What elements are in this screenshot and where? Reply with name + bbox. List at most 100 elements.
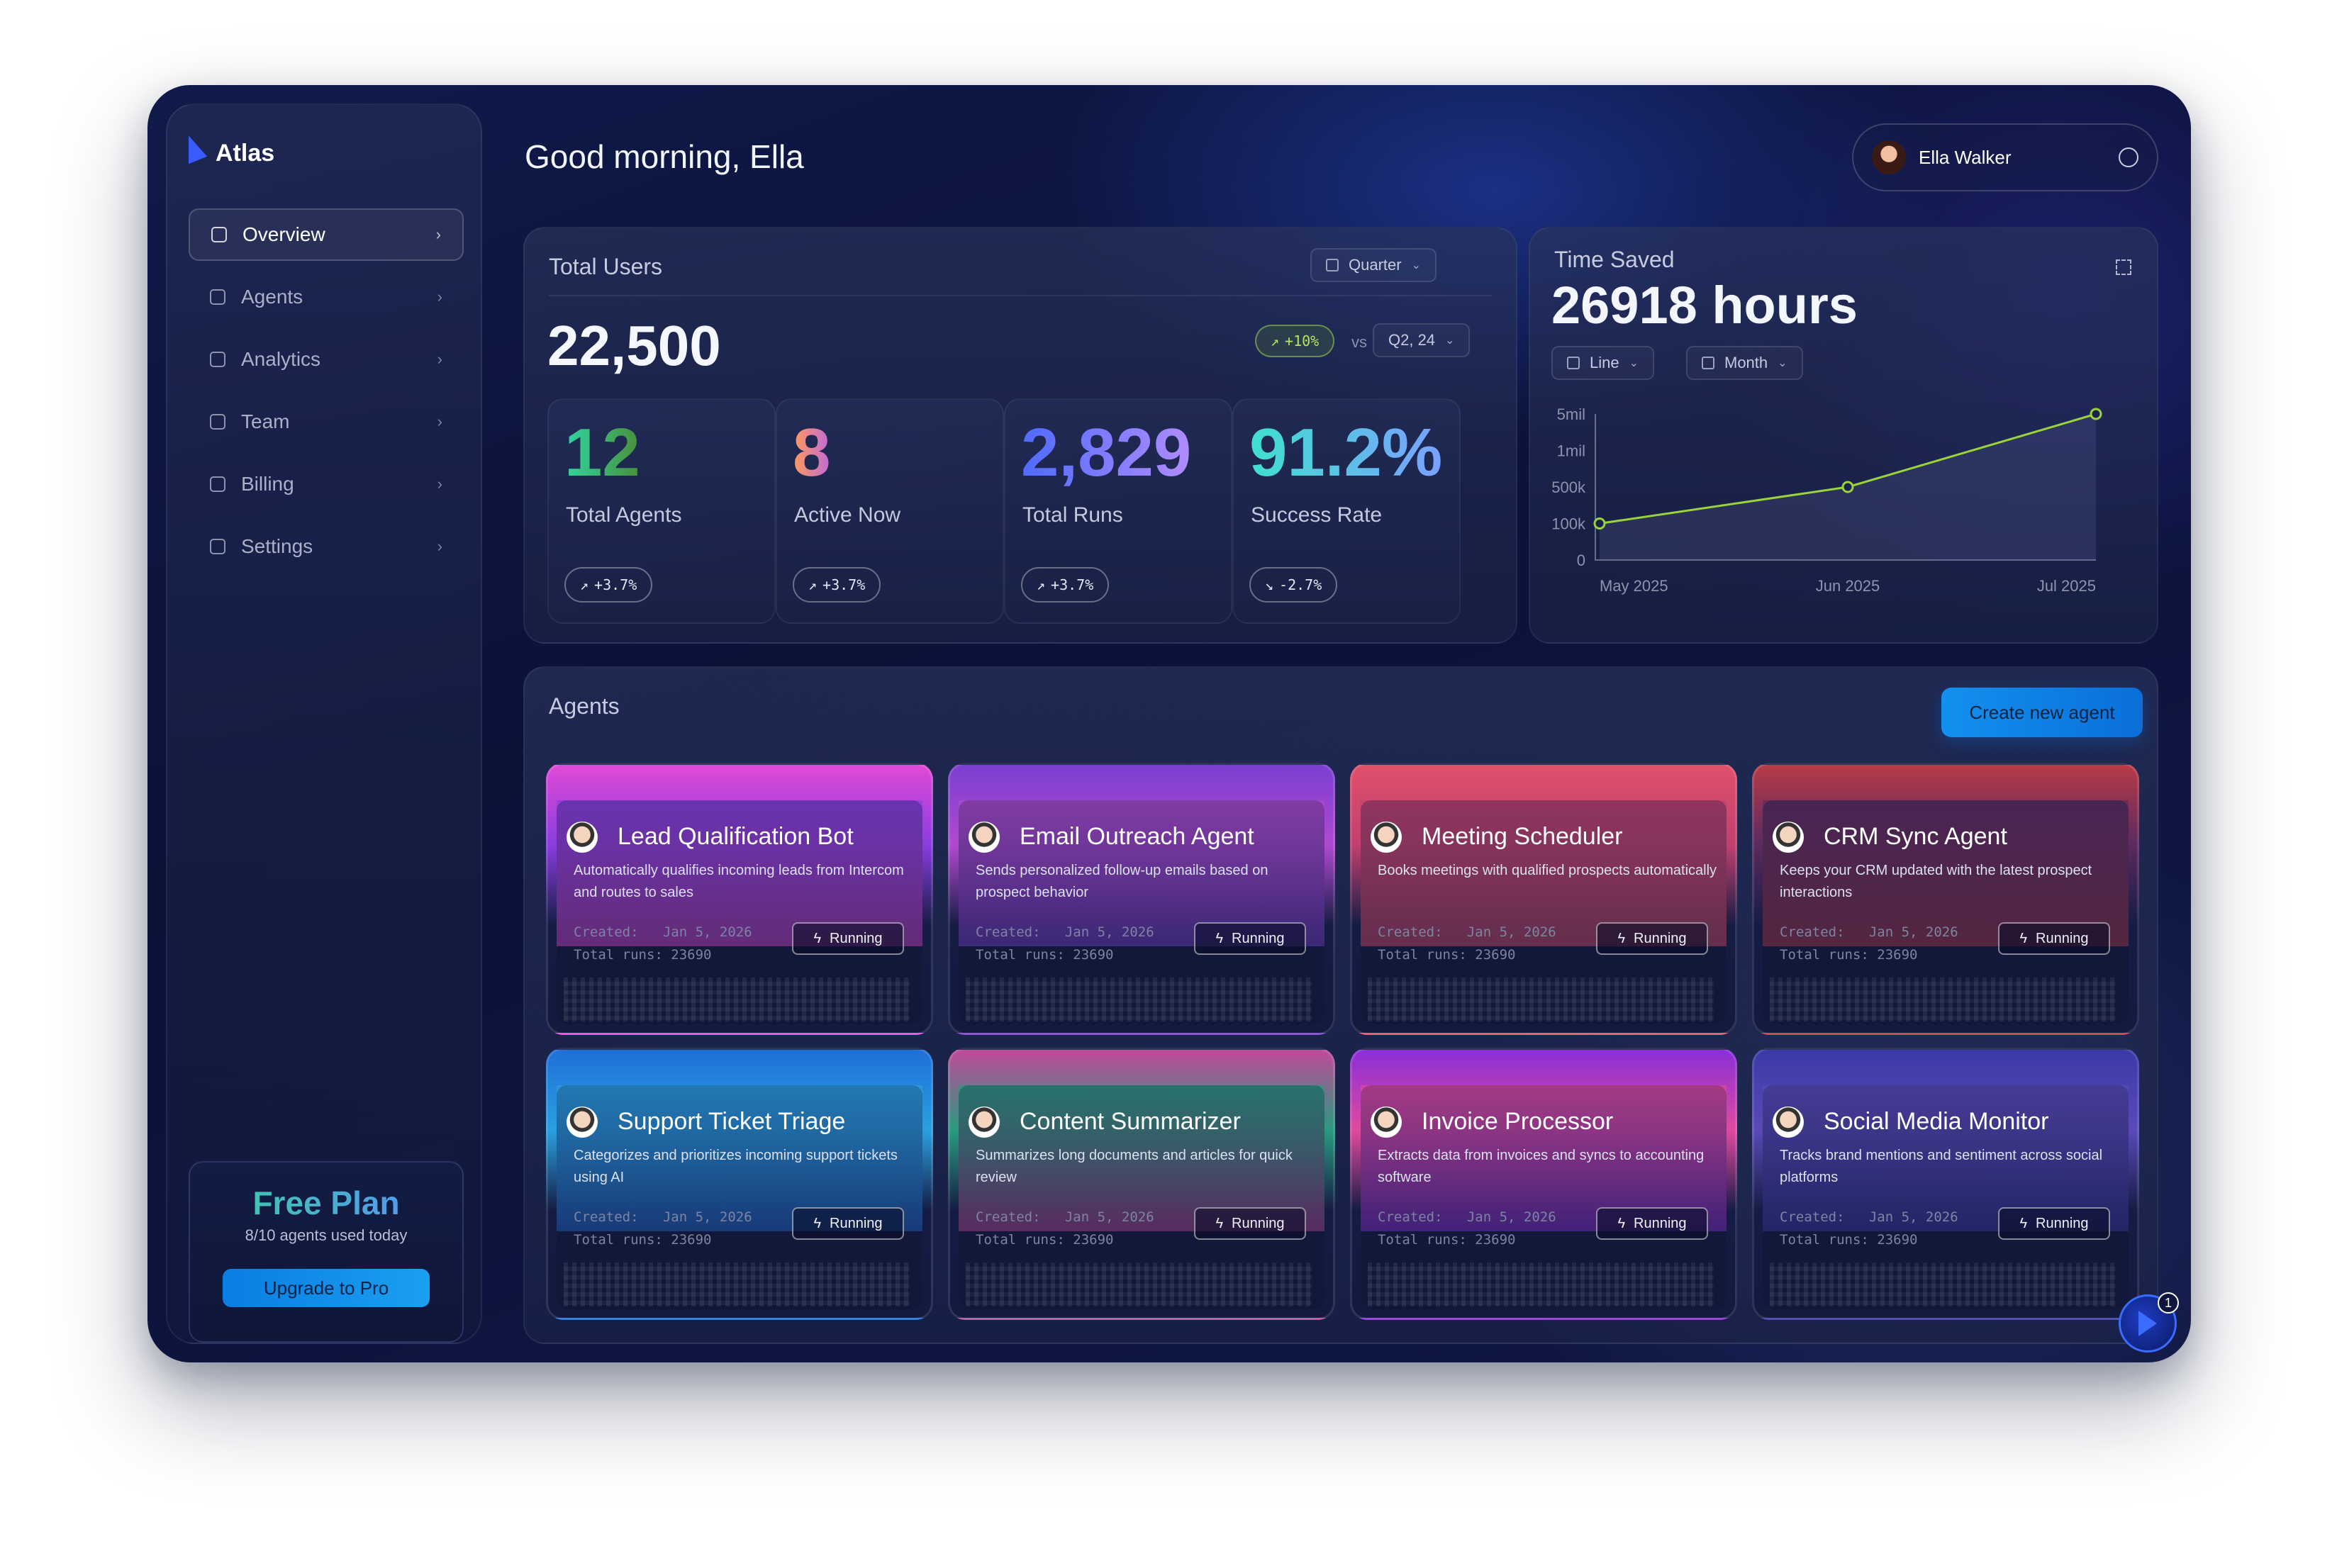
agent-name: CRM Sync Agent — [1824, 823, 2007, 850]
data-point — [1593, 517, 1606, 530]
agent-runs-row: Total runs: 23690 — [1780, 943, 1958, 966]
agent-status-button[interactable]: ϟ Running — [1998, 922, 2110, 955]
period-select[interactable]: Quarter ⌄ — [1310, 248, 1437, 282]
sidebar-item-label: Settings — [241, 535, 313, 557]
data-point — [1841, 481, 1854, 493]
agent-runs-label: Total runs: — [1780, 1232, 1869, 1248]
agent-name: Invoice Processor — [1422, 1108, 1614, 1135]
agent-created-label: Created: — [1780, 924, 1845, 940]
agent-card[interactable]: Content Summarizer Summarizes long docume… — [948, 1048, 1335, 1320]
sidebar-item-label: Overview — [242, 223, 325, 245]
create-agent-button[interactable]: Create new agent — [1941, 688, 2143, 737]
agent-name: Content Summarizer — [1020, 1108, 1241, 1135]
plan-usage: 8/10 agents used today — [245, 1226, 408, 1244]
agent-card-body — [1361, 800, 1727, 1024]
sidebar-item-team[interactable]: Team › — [189, 396, 464, 448]
agent-avatar-icon — [969, 1107, 1000, 1138]
agent-status-label: Running — [1232, 930, 1285, 946]
agent-activity-pattern — [564, 1262, 910, 1306]
agent-meta: Created: Jan 5, 2026 Total runs: 23690 — [574, 1206, 752, 1251]
x-tick-label: May 2025 — [1600, 577, 1668, 595]
x-tick-label: Jul 2025 — [2037, 577, 2096, 595]
chevron-down-icon: ⌄ — [1778, 357, 1787, 369]
time-saved-title: Time Saved — [1554, 247, 1675, 272]
stat-card: 2,829 Total Runs ↗ +3.7% — [1004, 398, 1232, 624]
agent-status-label: Running — [830, 930, 883, 946]
agent-runs: 23690 — [1475, 947, 1516, 963]
line-chart-icon — [1567, 357, 1580, 369]
agent-card[interactable]: Social Media Monitor Tracks brand mention… — [1752, 1048, 2139, 1320]
cursor-icon — [2138, 1311, 2157, 1336]
agent-status-button[interactable]: ϟ Running — [792, 922, 904, 955]
chevron-right-icon: › — [437, 413, 442, 430]
upgrade-button[interactable]: Upgrade to Pro — [223, 1269, 430, 1307]
stat-card: 12 Total Agents ↗ +3.7% — [547, 398, 776, 624]
brand[interactable]: Atlas — [189, 135, 275, 171]
assistant-button[interactable]: 1 — [2119, 1292, 2179, 1353]
agent-activity-pattern — [1770, 1262, 2116, 1306]
chevron-right-icon: › — [435, 225, 441, 243]
agent-created: Jan 5, 2026 — [1466, 1209, 1556, 1225]
agent-status-button[interactable]: ϟ Running — [792, 1207, 904, 1240]
time-saved-value: 26918 hours — [1551, 276, 1858, 335]
chart-axes — [1595, 414, 2096, 561]
agent-avatar-icon — [1773, 1107, 1804, 1138]
stat-change-badge: ↗ +3.7% — [564, 567, 653, 603]
agent-card[interactable]: Meeting Scheduler Books meetings with qua… — [1350, 763, 1737, 1035]
y-tick-label: 1mil — [1557, 442, 1585, 460]
agent-runs-row: Total runs: 23690 — [1780, 1228, 1958, 1251]
agent-card[interactable]: CRM Sync Agent Keeps your CRM updated wit… — [1752, 763, 2139, 1035]
compare-select[interactable]: Q2, 24 ⌄ — [1373, 323, 1471, 357]
brand-name: Atlas — [216, 139, 275, 167]
agent-card-body — [1763, 800, 2129, 1024]
agent-card[interactable]: Support Ticket Triage Categorizes and pri… — [546, 1048, 933, 1320]
agent-card-body — [1763, 1085, 2129, 1309]
team-icon — [210, 414, 225, 430]
chevron-right-icon: › — [437, 537, 442, 555]
agent-card[interactable]: Email Outreach Agent Sends personalized f… — [948, 763, 1335, 1035]
sidebar-item-overview[interactable]: Overview › — [189, 208, 464, 261]
agent-name: Email Outreach Agent — [1020, 823, 1254, 850]
stat-value: 12 — [564, 415, 640, 491]
user-settings-icon[interactable] — [2119, 147, 2138, 167]
sidebar-item-billing[interactable]: Billing › — [189, 458, 464, 510]
agent-description: Categorizes and prioritizes incoming sup… — [574, 1148, 898, 1185]
agent-status-label: Running — [2036, 930, 2089, 946]
agent-runs-row: Total runs: 23690 — [1378, 943, 1556, 966]
chart-type-select[interactable]: Line ⌄ — [1551, 346, 1654, 380]
agent-status-button[interactable]: ϟ Running — [1596, 922, 1708, 955]
agent-created-row: Created: Jan 5, 2026 — [1378, 1206, 1556, 1228]
agent-status-button[interactable]: ϟ Running — [1194, 1207, 1306, 1240]
agent-name: Lead Qualification Bot — [618, 823, 854, 850]
trend-up-icon: ↗ — [1271, 332, 1280, 349]
data-point — [2090, 408, 2102, 420]
profile-menu[interactable]: Ella Walker — [1852, 123, 2158, 191]
profile-name: Ella Walker — [1919, 146, 2012, 168]
sidebar-item-analytics[interactable]: Analytics › — [189, 333, 464, 386]
agent-created-label: Created: — [976, 924, 1041, 940]
y-tick-label: 500k — [1551, 478, 1586, 496]
agent-runs: 23690 — [1073, 1232, 1114, 1248]
agent-description: Automatically qualifies incoming leads f… — [574, 863, 904, 900]
stat-card: 91.2% Success Rate ↘ -2.7% — [1232, 398, 1461, 624]
trend-up-icon: ↗ — [808, 576, 818, 593]
sidebar-item-label: Analytics — [241, 348, 321, 370]
total-users-value: 22,500 — [547, 314, 721, 377]
agent-activity-pattern — [966, 1262, 1312, 1306]
sidebar-item-agents[interactable]: Agents › — [189, 271, 464, 323]
agent-runs: 23690 — [1877, 1232, 1918, 1248]
agent-runs-label: Total runs: — [976, 947, 1065, 963]
agent-status-button[interactable]: ϟ Running — [1194, 922, 1306, 955]
agent-card[interactable]: Lead Qualification Bot Automatically qual… — [546, 763, 933, 1035]
chart-period-select[interactable]: Month ⌄ — [1686, 346, 1803, 380]
sidebar-item-settings[interactable]: Settings › — [189, 520, 464, 573]
expand-icon[interactable] — [2116, 259, 2131, 275]
agent-status-button[interactable]: ϟ Running — [1998, 1207, 2110, 1240]
bolt-icon: ϟ — [2019, 1215, 2028, 1231]
bolt-icon: ϟ — [1617, 1215, 1626, 1231]
agent-status-button[interactable]: ϟ Running — [1596, 1207, 1708, 1240]
agent-card[interactable]: Invoice Processor Extracts data from invo… — [1350, 1048, 1737, 1320]
agent-card-header — [1361, 800, 1727, 946]
agent-created: Jan 5, 2026 — [1868, 924, 1958, 940]
agent-description: Books meetings with qualified prospects … — [1378, 863, 1717, 878]
